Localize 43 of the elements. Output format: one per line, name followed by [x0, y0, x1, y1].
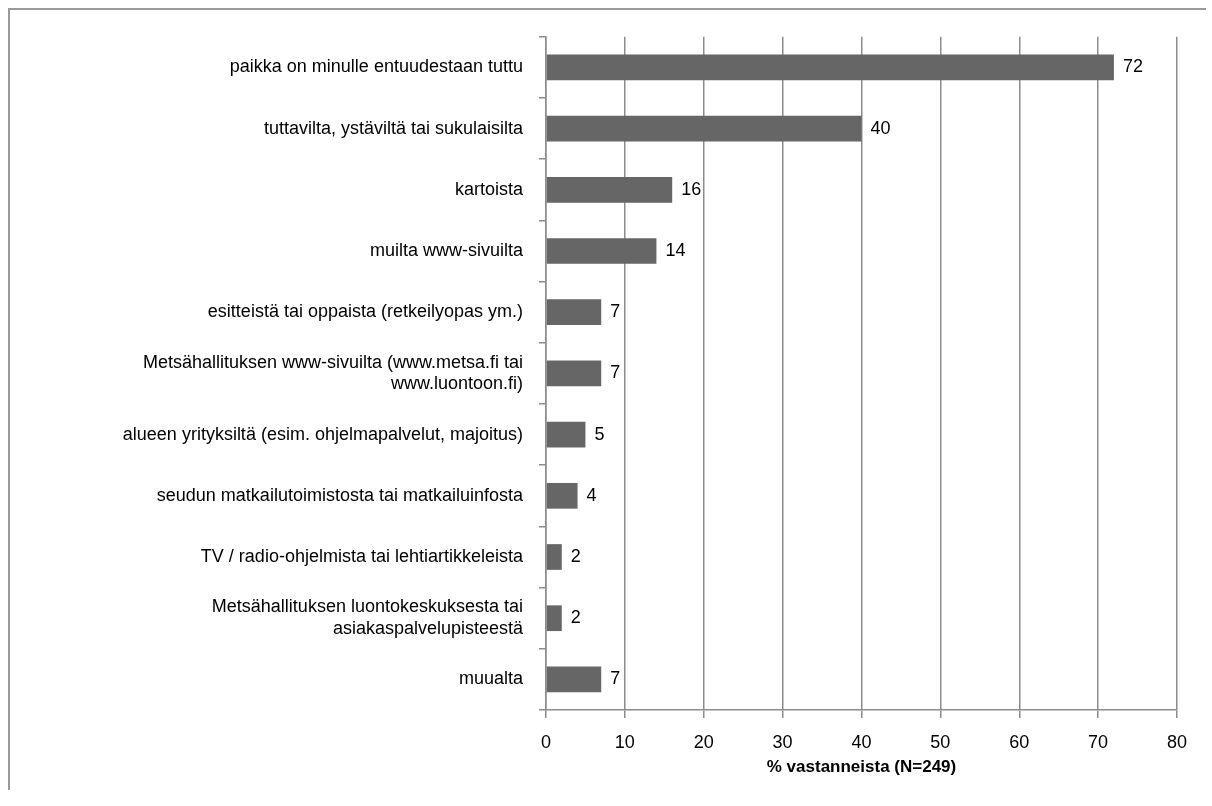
data-label: 14	[665, 239, 686, 260]
y-tick-label: muualta	[458, 668, 524, 689]
data-label: 7	[610, 362, 621, 383]
bar	[546, 605, 562, 632]
x-tick-label: 70	[1088, 731, 1109, 752]
bar	[546, 482, 578, 509]
y-tick-label: kartoista	[454, 178, 524, 199]
y-tick-label: alueen yrityksiltä (esim. ohjelmapalvelut, majoitus)	[122, 423, 523, 444]
y-tick-label: Metsähallituksen luontokeskuksesta tai asiakaspalvelupisteestä	[211, 596, 524, 638]
y-tick-label: TV / radio-ohjelmista tai lehtiartikkeleista	[200, 545, 524, 566]
bar	[546, 54, 1114, 81]
bar	[546, 666, 602, 693]
y-tick-label: seudun matkailutoimistosta tai matkailuinfosta	[156, 484, 524, 505]
y-tick-label: tuttavilta, ystäviltä tai sukulaisilta	[263, 117, 524, 138]
x-tick-label: 30	[772, 731, 793, 752]
bar	[546, 115, 862, 142]
bar	[546, 176, 673, 203]
data-label: 2	[570, 607, 581, 628]
x-tick-label: 0	[540, 731, 552, 752]
y-tick-label: Metsähallituksen www-sivuilta (www.metsa.fi tai www.luontoon.fi)	[142, 351, 523, 394]
x-axis-title: % vastanneista (N=249)	[766, 757, 957, 777]
data-label: 7	[610, 301, 621, 322]
x-tick-label: 60	[1009, 731, 1030, 752]
x-tick-label: 40	[851, 731, 872, 752]
y-tick-label: esitteistä tai oppaista (retkeilyopas ym.)	[207, 301, 523, 322]
data-label: 5	[594, 423, 605, 444]
data-label: 16	[681, 178, 702, 199]
x-tick-label: 10	[614, 731, 635, 752]
bar	[546, 544, 562, 570]
x-tick-label: 80	[1166, 731, 1188, 752]
x-tick-label: 20	[693, 731, 714, 752]
data-label: 7	[610, 668, 621, 689]
y-tick-label: muilta www-sivuilta	[369, 239, 524, 260]
bar	[546, 238, 657, 264]
data-label: 72	[1122, 56, 1143, 77]
data-label: 4	[586, 484, 597, 505]
data-label: 2	[570, 545, 581, 566]
data-label: 40	[870, 117, 891, 138]
bar	[546, 421, 586, 448]
y-tick-label: paikka on minulle entuudestaan tuttu	[229, 56, 523, 77]
bar	[546, 299, 602, 326]
x-tick-label: 50	[930, 731, 951, 752]
bar	[546, 360, 602, 387]
